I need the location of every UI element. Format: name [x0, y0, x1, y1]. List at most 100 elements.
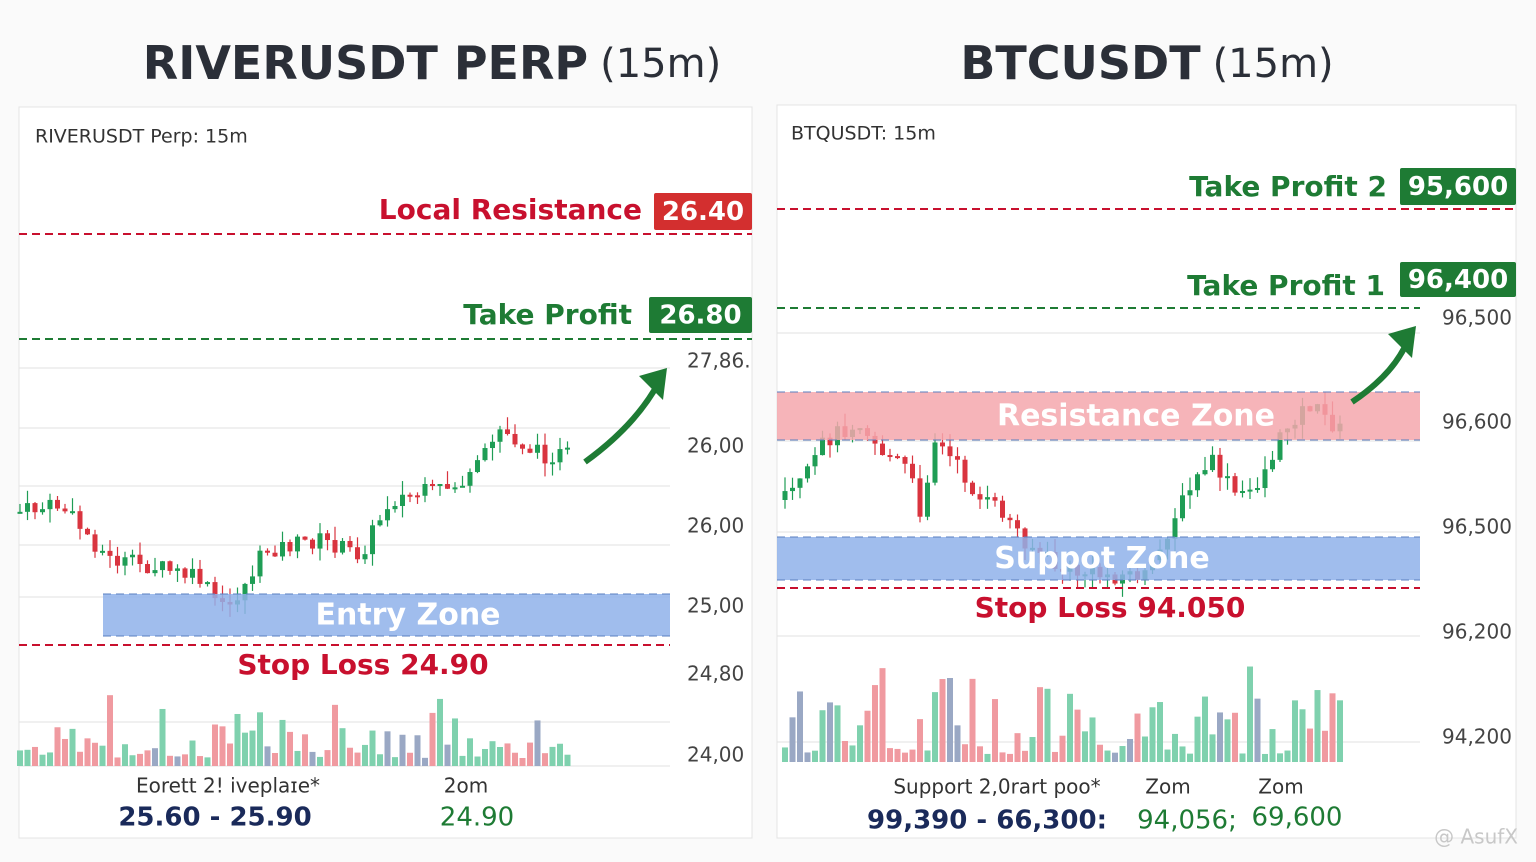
candle-body [115, 555, 120, 566]
candle-body [970, 482, 975, 495]
price-badge [1400, 168, 1516, 205]
candle-body [782, 491, 788, 500]
volume-bar [287, 731, 293, 766]
label: 94,056; [1137, 806, 1237, 836]
volume-bar [497, 746, 503, 766]
volume-bar [1119, 746, 1126, 762]
volume-bar [1044, 688, 1051, 762]
volume-bar [834, 705, 841, 762]
volume-bar [1292, 700, 1298, 762]
candle-body [947, 446, 953, 457]
candle-body [325, 533, 330, 541]
title-main: RIVERUSDT PERP [143, 36, 588, 90]
candle-body [362, 554, 368, 560]
volume-bar [392, 757, 398, 766]
volume-bar [399, 734, 406, 766]
volume-bar [1187, 753, 1193, 762]
candle-body [257, 550, 263, 577]
candle-body [400, 494, 405, 506]
volume-bar [212, 724, 218, 766]
volume-bar [1097, 744, 1103, 762]
volume-bar [1059, 735, 1066, 762]
candle-body [1202, 470, 1208, 475]
volume-bar [347, 747, 353, 766]
volume-bar [279, 719, 286, 766]
label: 26.80 [659, 301, 741, 331]
volume-bar [317, 756, 323, 766]
candle-body [1255, 488, 1260, 491]
candle-body [797, 478, 803, 488]
candle-body [992, 497, 998, 501]
zone [777, 392, 1420, 440]
candle-body [527, 448, 533, 453]
volume-bar [1007, 753, 1013, 762]
candle-body [422, 484, 428, 496]
label: Zom [1145, 775, 1190, 799]
volume-bar [137, 753, 143, 766]
candle-body [1240, 491, 1245, 494]
label: 96,600 [1442, 410, 1512, 434]
volume-bar [827, 702, 833, 762]
volume-bar [789, 717, 796, 762]
volume-bar [527, 742, 533, 766]
volume-bar [1127, 738, 1133, 762]
volume-bar [107, 695, 113, 766]
volume-bar [452, 718, 458, 766]
volume-bar [519, 757, 526, 766]
volume-bar [1134, 713, 1141, 762]
volume-bar [189, 740, 196, 766]
candle-body [1262, 469, 1268, 489]
volume-bar [92, 742, 98, 766]
volume-bar [1337, 700, 1343, 762]
candle-body [542, 444, 548, 464]
volume-bar [1262, 753, 1268, 762]
volume-bar [1314, 690, 1321, 762]
candle-body [107, 550, 113, 556]
candle-body [482, 448, 488, 461]
zone [103, 594, 670, 636]
candle-body [55, 499, 60, 509]
label: 69,600 [1252, 803, 1343, 833]
volume-bar [1209, 734, 1216, 762]
volume-bar [249, 730, 256, 766]
candle-body [512, 433, 518, 445]
arrow-head [1388, 326, 1416, 358]
volume-bar [1307, 728, 1313, 762]
volume-bar [924, 750, 931, 762]
candle-body [250, 576, 255, 584]
left-panel [18, 106, 753, 839]
volume-bar [992, 699, 998, 762]
volume-bar [1104, 750, 1111, 762]
volume-bar [1269, 729, 1276, 762]
label: 96,500 [1442, 515, 1512, 539]
candle-body [430, 484, 435, 487]
candle-body [137, 554, 143, 565]
label: Suppot Zone [994, 541, 1209, 576]
volume-bar [369, 730, 376, 766]
label: Resistance Zone [997, 399, 1275, 434]
volume-bar [242, 732, 248, 766]
label: 27,86. [687, 349, 751, 373]
candle-body [145, 564, 150, 574]
label: Entry Zone [315, 598, 500, 633]
volume-bar [1037, 687, 1043, 762]
label: Local Resistance [379, 193, 642, 226]
candle-body [1247, 489, 1253, 492]
volume-bar [1082, 731, 1088, 762]
candle-body [437, 484, 443, 487]
volume-bar [264, 746, 271, 766]
volume-bar [1157, 702, 1163, 762]
trend-arrow [583, 380, 662, 465]
volume-bar [849, 745, 856, 762]
candle-body [122, 557, 128, 566]
volume-bar [257, 712, 263, 766]
volume-bar [32, 746, 38, 766]
volume-bar [309, 751, 316, 766]
volume-bar [1014, 733, 1021, 762]
label: 24.90 [440, 803, 514, 833]
label: 96,400 [1408, 265, 1508, 295]
volume-bar [1172, 733, 1178, 762]
label: 26,00 [687, 514, 744, 538]
label: 25.60 - 25.90 [118, 803, 311, 833]
candle-body [1000, 500, 1005, 518]
